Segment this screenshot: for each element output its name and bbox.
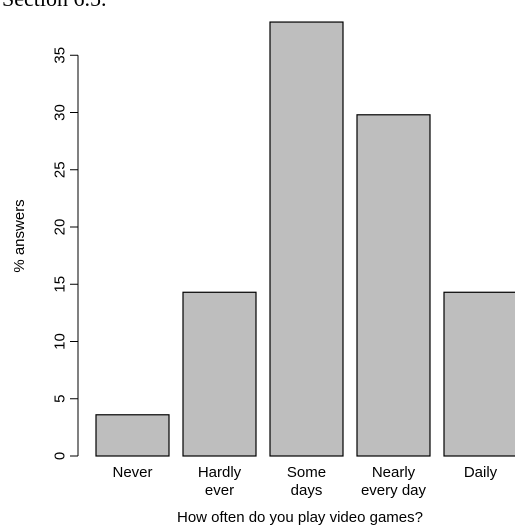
y-tick-label: 0 xyxy=(52,452,69,460)
x-tick-label: ever xyxy=(205,482,234,499)
clipped-section-heading: Section 6.5. xyxy=(2,0,107,12)
x-tick-label: Some xyxy=(287,464,326,481)
x-tick-label: Daily xyxy=(464,464,498,481)
bar xyxy=(182,291,257,457)
x-axis-label: How often do you play video games? xyxy=(177,509,423,526)
y-axis: 0 5 10 15 20 25 30 35 xyxy=(52,47,79,460)
x-tick-label: every day xyxy=(361,482,427,499)
y-tick-label: 5 xyxy=(52,395,69,403)
y-tick-label: 35 xyxy=(52,47,69,64)
x-tick-label: Never xyxy=(112,464,152,481)
y-tick-label: 20 xyxy=(52,219,69,236)
y-tick-label: 10 xyxy=(52,333,69,350)
bar xyxy=(356,114,431,457)
x-tick-label: days xyxy=(291,482,323,499)
y-axis-label: % answers xyxy=(11,199,28,272)
bar xyxy=(95,414,170,457)
bars xyxy=(95,21,515,457)
x-tick-label: Hardly xyxy=(198,464,242,481)
bar xyxy=(269,21,344,457)
x-tick-label: Nearly xyxy=(372,464,416,481)
bar xyxy=(443,291,515,457)
y-tick-label: 15 xyxy=(52,276,69,293)
y-tick-label: 25 xyxy=(52,161,69,178)
y-tick-label: 30 xyxy=(52,104,69,121)
